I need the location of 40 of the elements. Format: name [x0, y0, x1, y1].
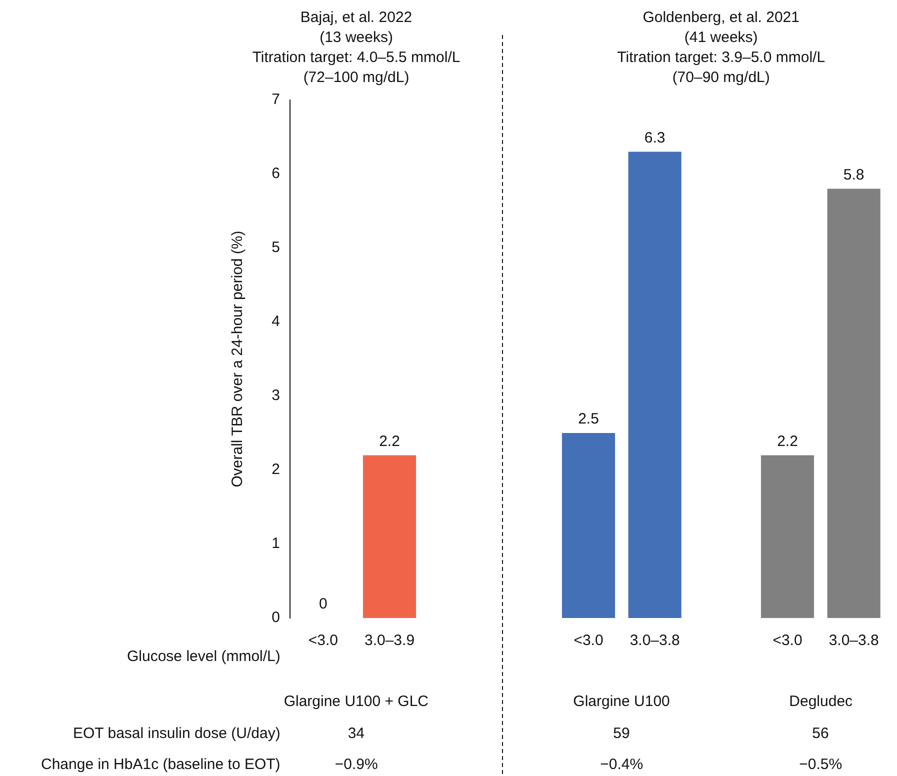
- y-axis-title: Overall TBR over a 24-hour period (%): [229, 230, 246, 488]
- text: Goldenberg, et al. 2021 (41 weeks) Titration target: 3.9–5.0 mmol/L (70–90 mg/dL): [617, 8, 826, 88]
- data-label: 2.5: [578, 410, 599, 428]
- y-tick-label: 3: [272, 387, 280, 404]
- bar: [760, 455, 814, 618]
- text: Glargine U100: [573, 692, 670, 712]
- x-tick-label: 3.0–3.8: [828, 632, 879, 650]
- x-tick-label: <3.0: [772, 632, 802, 650]
- data-label: 2.2: [777, 432, 798, 450]
- text: Change in HbA1c (baseline to EOT): [41, 755, 280, 775]
- x-tick-label: <3.0: [308, 632, 338, 650]
- x-axis-title: Glucose level (mmol/L): [127, 647, 280, 667]
- text: −0.5%: [799, 755, 842, 775]
- bar: [562, 433, 616, 618]
- bar: [628, 152, 682, 618]
- data-label: 2.2: [379, 432, 400, 450]
- bar: [362, 455, 416, 618]
- y-tick-label: 1: [272, 535, 280, 552]
- text: −0.9%: [334, 755, 378, 775]
- text: −0.4%: [600, 755, 644, 775]
- text: EOT basal insulin dose (U/day): [73, 724, 280, 744]
- data-label: 6.3: [644, 129, 666, 146]
- x-tick-label: 3.0–3.8: [630, 632, 680, 650]
- x-tick-label: 3.0–3.9: [364, 632, 415, 650]
- y-tick-label: 0: [272, 609, 280, 626]
- text: Bajaj, et al. 2022 (13 weeks) Titration target: 4.0–5.5 mmol/L (72–100 mg/dL): [252, 8, 460, 88]
- text: 59: [613, 724, 630, 744]
- text: 34: [348, 724, 365, 744]
- y-tick-label: 5: [272, 239, 280, 256]
- text: 56: [812, 724, 829, 744]
- bar: [827, 188, 880, 618]
- y-tick-label: 7: [272, 91, 280, 108]
- x-tick-label: <3.0: [574, 632, 604, 650]
- data-label: 5.8: [843, 166, 864, 184]
- y-tick-label: 2: [272, 461, 280, 478]
- y-tick-label: 6: [272, 165, 280, 182]
- y-tick-label: 4: [272, 313, 280, 330]
- text: Glargine U100 + GLC: [284, 692, 428, 712]
- text: Degludec: [789, 692, 853, 712]
- data-label: 0: [318, 596, 328, 613]
